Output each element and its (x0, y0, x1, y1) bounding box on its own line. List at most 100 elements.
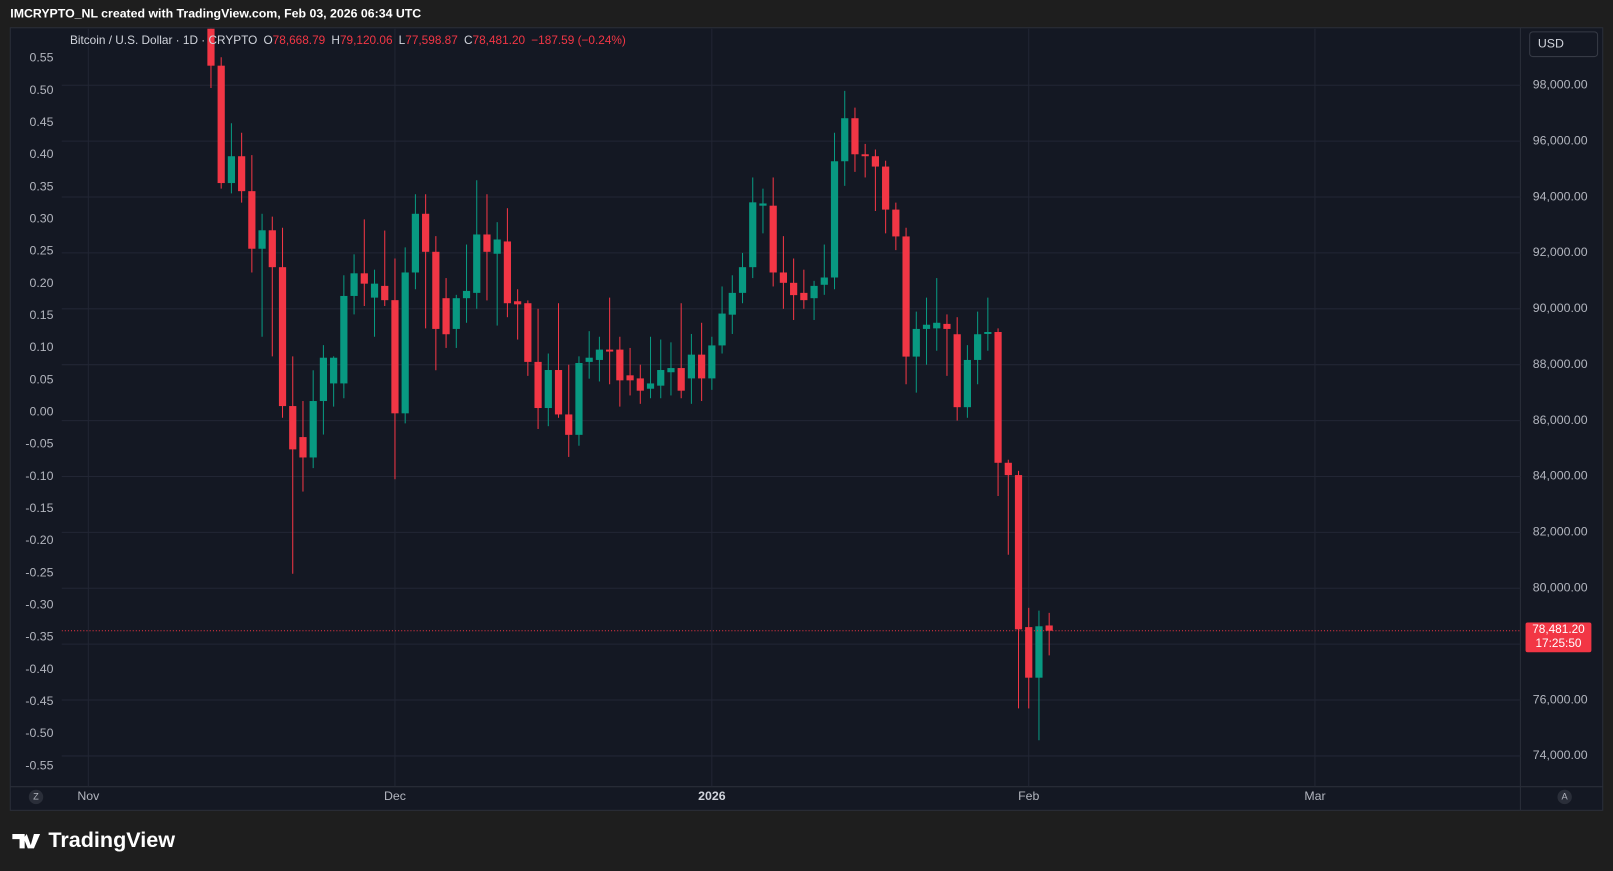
candle-body (524, 303, 532, 362)
y2-tick-label: 0.50 (29, 83, 53, 97)
candle-body (626, 375, 634, 381)
candle-body (462, 290, 471, 299)
candle-body (319, 357, 328, 402)
candle-body (963, 359, 972, 408)
symbol-title: Bitcoin / U.S. Dollar · 1D · CRYPTO (70, 33, 257, 47)
x-tick-label: Nov (77, 789, 100, 803)
candle-body (565, 414, 573, 435)
zoom-button[interactable] (28, 789, 44, 805)
candle-body (299, 437, 307, 458)
candle-body (207, 28, 215, 66)
y2-tick-label: -0.55 (25, 758, 53, 772)
x-tick-label: 2026 (698, 789, 726, 803)
candle-body (861, 154, 869, 157)
candle-body (534, 361, 542, 409)
legend-key: C (464, 33, 473, 47)
candle-body (779, 272, 788, 283)
y-tick-label: 74,000.00 (1533, 748, 1588, 762)
candle-body (636, 378, 644, 391)
candle-body (422, 213, 430, 252)
y2-tick-label: 0.35 (29, 179, 53, 193)
y2-tick-label: -0.45 (25, 694, 53, 708)
countdown: 17:25:50 (1535, 636, 1581, 650)
currency[interactable]: USD (1538, 36, 1564, 50)
candle-body (698, 354, 706, 379)
candle-body (503, 241, 512, 304)
candle-body (370, 283, 379, 298)
zoom-label[interactable]: Z (33, 791, 39, 801)
currency-button[interactable] (1529, 31, 1599, 58)
auto-button[interactable] (1557, 789, 1572, 805)
candle-body (994, 332, 1002, 463)
candle-body (1045, 625, 1053, 631)
candle-body (841, 118, 849, 162)
caption: IMCRYPTO_NL created with TradingView.com… (10, 7, 421, 21)
x-tick-label: Feb (1018, 789, 1039, 803)
brand: TradingView (48, 827, 175, 852)
candle-body (820, 277, 828, 285)
x-tick-label: Mar (1304, 789, 1325, 803)
y-tick-label: 98,000.00 (1533, 78, 1588, 92)
candle-body (728, 292, 736, 315)
candle-body (902, 236, 910, 357)
legend-key: H (331, 33, 340, 47)
candle-body (1014, 475, 1023, 630)
candle-body (871, 156, 880, 167)
candle-body (595, 349, 604, 360)
candle-body (330, 357, 338, 384)
candle-body (922, 324, 931, 329)
y2-tick-label: -0.40 (25, 662, 53, 676)
candle-body (790, 282, 798, 296)
candle-body (657, 370, 665, 386)
last-price: 78,481.20 (1532, 622, 1585, 636)
y2-tick-label: 0.00 (29, 405, 53, 419)
candle-body (984, 332, 992, 334)
y2-tick-label: -0.35 (25, 630, 53, 644)
y2-tick-label: -0.05 (25, 437, 53, 451)
y2-tick-label: -0.10 (25, 469, 53, 483)
y2-tick-label: 0.10 (29, 340, 53, 354)
candle-body (882, 166, 890, 210)
brand-logo (12, 833, 41, 849)
candle-body (738, 267, 747, 293)
candle-body (687, 354, 696, 379)
candle-body (933, 322, 941, 329)
candle-body (340, 295, 348, 384)
candle-body (258, 230, 266, 249)
candle-body (851, 118, 859, 155)
legend-change: −187.59 (−0.24%) (531, 33, 626, 47)
candle-body (554, 370, 563, 415)
candle-body (606, 349, 614, 352)
candle-body (452, 298, 460, 329)
candle-body (830, 161, 839, 278)
y2-tick-label: 0.55 (29, 51, 53, 65)
candle-body (248, 191, 256, 249)
y-tick-label: 92,000.00 (1533, 245, 1588, 259)
legend-value: 78,481.20 (473, 33, 526, 47)
candle-body (544, 370, 552, 409)
candle-body (1035, 626, 1043, 678)
candle-body (585, 357, 593, 362)
candle-body (912, 328, 920, 357)
candle-body (381, 285, 389, 301)
x-tick-label: Dec (384, 789, 406, 803)
y-tick-label: 86,000.00 (1533, 413, 1588, 427)
candle-body (800, 292, 808, 301)
y2-tick-label: 0.25 (29, 244, 53, 258)
candle-body (360, 273, 368, 284)
y-tick-label: 84,000.00 (1533, 469, 1588, 483)
y-tick-label: 90,000.00 (1533, 301, 1588, 315)
y-tick-label: 76,000.00 (1533, 692, 1588, 706)
auto-label[interactable]: A (1562, 791, 1569, 801)
candle-body (677, 368, 685, 391)
candle-body (769, 205, 777, 273)
candle-body (718, 313, 726, 346)
legend-value: 77,598.87 (405, 33, 458, 47)
candle-body (473, 234, 481, 293)
y2-tick-label: -0.15 (25, 501, 53, 515)
ohlc-legend: Bitcoin / U.S. Dollar · 1D · CRYPTO O78,6… (70, 33, 626, 47)
y-tick-label: 80,000.00 (1533, 581, 1588, 595)
candle-body (974, 334, 982, 360)
candle-body (953, 334, 961, 408)
